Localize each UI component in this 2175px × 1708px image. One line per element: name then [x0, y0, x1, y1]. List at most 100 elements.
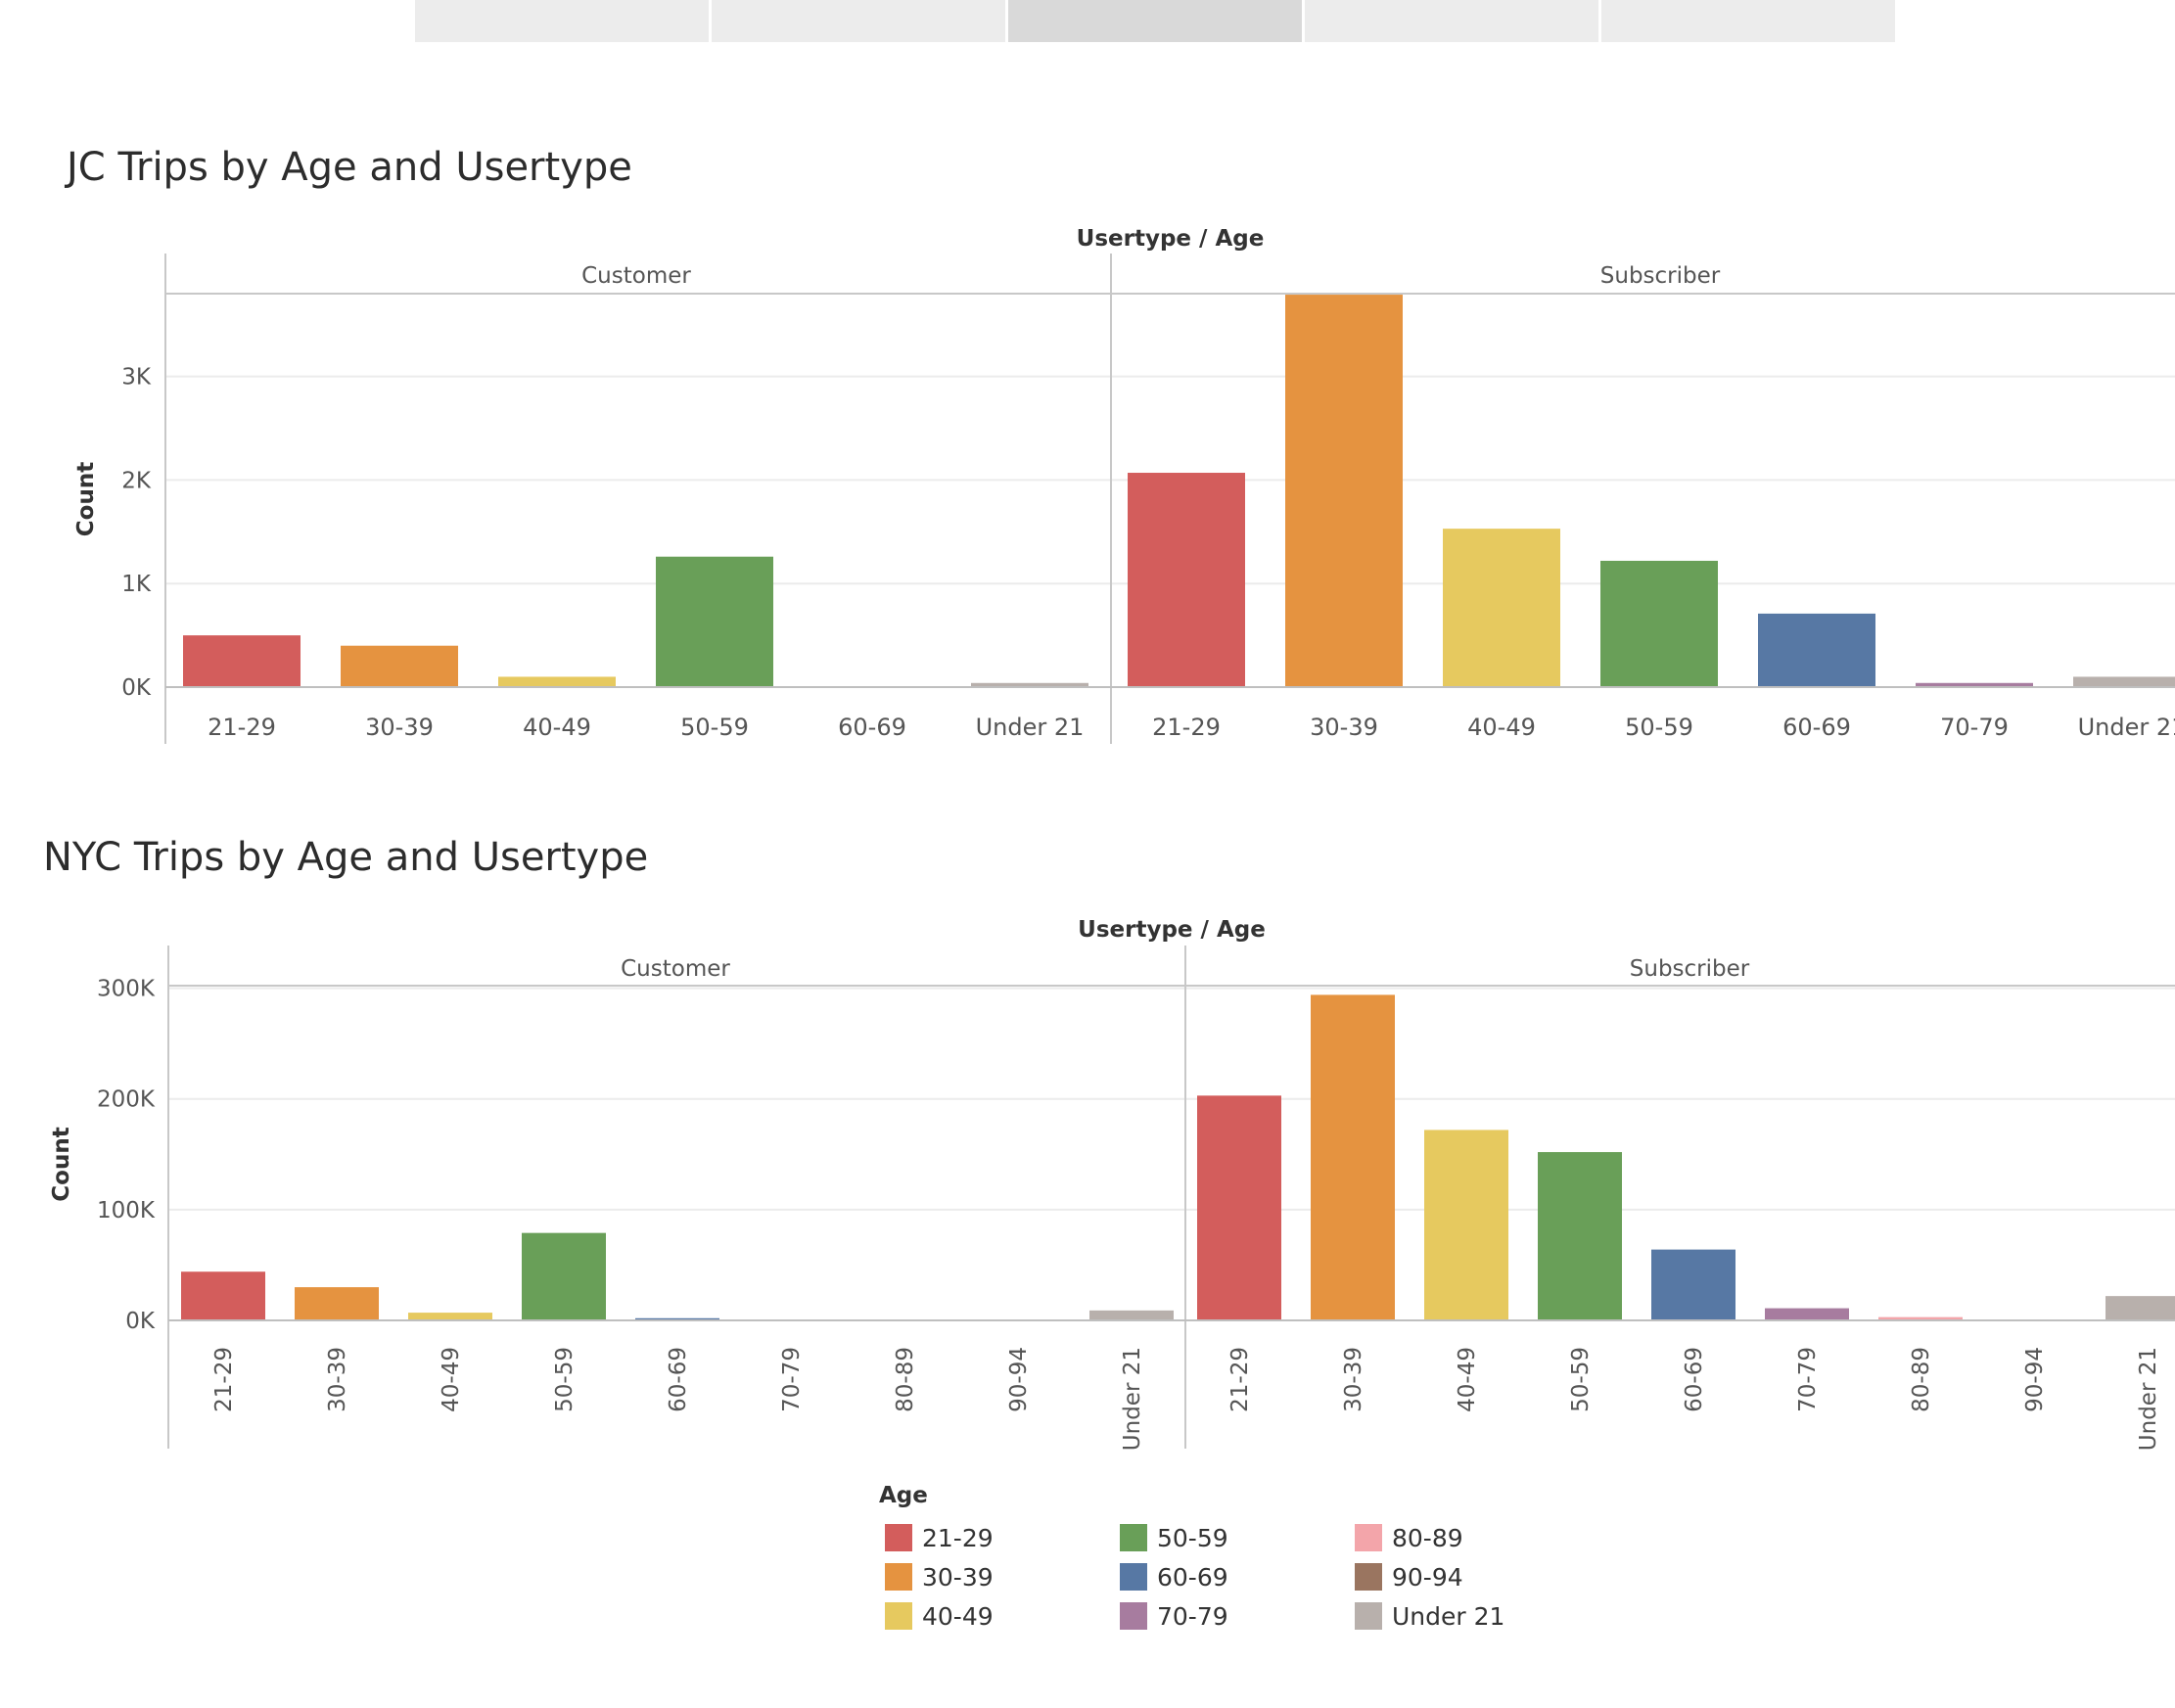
- x-tick-label: 80-89: [1909, 1347, 1934, 1412]
- nyc-trips-chart: Usertype / Age Count 0K 100K 200K 300K Custome…: [49, 917, 2175, 1451]
- bar-subscriber-under-21: [2106, 1296, 2175, 1321]
- legend-item[interactable]: Under 21: [1349, 1596, 1584, 1636]
- nyc-chart-title: NYC Trips by Age and Usertype: [43, 835, 649, 880]
- legend-label: 70-79: [1157, 1601, 1228, 1631]
- legend-swatch: [1355, 1602, 1382, 1630]
- legend-label: Under 21: [1392, 1601, 1505, 1631]
- dashboard-tab-3[interactable]: [1008, 0, 1302, 42]
- legend-item[interactable]: 21-29: [879, 1518, 1114, 1557]
- bar-subscriber-80-89: [1878, 1316, 1963, 1321]
- column-header: Usertype / Age: [1077, 226, 1265, 252]
- legend-label: 30-39: [922, 1562, 994, 1592]
- x-tick-label: Under 21: [976, 714, 1085, 741]
- bar-subscriber-40-49: [1424, 1130, 1508, 1321]
- legend-item[interactable]: 30-39: [879, 1557, 1114, 1596]
- bar-customer-30-39: [341, 645, 458, 688]
- bar-customer-60-69: [635, 1317, 719, 1321]
- bar-subscriber-60-69: [1651, 1249, 1735, 1321]
- y-tick-label: 3K: [121, 365, 152, 391]
- x-tick-label: 30-39: [325, 1347, 350, 1412]
- legend-swatch: [1120, 1524, 1147, 1551]
- bar-subscriber-21-29: [1128, 473, 1245, 688]
- bar-subscriber-30-39: [1285, 295, 1403, 688]
- legend-item[interactable]: 40-49: [879, 1596, 1114, 1636]
- x-tick-label: 60-69: [1682, 1347, 1707, 1412]
- x-tick-label: Under 21: [1120, 1347, 1145, 1451]
- bar-customer-50-59: [522, 1232, 606, 1321]
- bar-customer-21-29: [181, 1271, 265, 1321]
- legend-item[interactable]: 50-59: [1114, 1518, 1349, 1557]
- x-tick-label: 70-79: [1795, 1347, 1821, 1412]
- x-tick-label: 90-94: [2022, 1347, 2048, 1412]
- dashboard-tab-5[interactable]: [1601, 0, 1895, 42]
- x-tick-label: Under 21: [2136, 1347, 2161, 1451]
- dashboard-tab-2[interactable]: [712, 0, 1005, 42]
- legend-item[interactable]: 60-69: [1114, 1557, 1349, 1596]
- legend-label: 50-59: [1157, 1523, 1228, 1552]
- bar-customer-30-39: [295, 1287, 379, 1321]
- bar-subscriber-30-39: [1311, 994, 1395, 1321]
- dashboard-tabs: [415, 0, 1898, 42]
- legend-items: 21-29 30-39 40-49 50-59 60-69 70-79 80-89 90-94…: [879, 1518, 1584, 1636]
- x-tick-label: 70-79: [779, 1347, 805, 1412]
- x-tick-label: 30-39: [1341, 1347, 1366, 1412]
- legend-swatch: [1355, 1524, 1382, 1551]
- pane-header-subscriber: Subscriber: [1600, 263, 1721, 289]
- x-tick-label: 21-29: [211, 1347, 237, 1412]
- x-tick-label: 70-79: [1940, 714, 2009, 741]
- y-tick-label: 0K: [125, 1309, 156, 1334]
- legend-item[interactable]: 90-94: [1349, 1557, 1584, 1596]
- x-tick-label: 60-69: [666, 1347, 691, 1412]
- legend-label: 40-49: [922, 1601, 994, 1631]
- bar-customer-40-49: [408, 1313, 492, 1321]
- x-tick-label: 40-49: [439, 1347, 464, 1412]
- legend-title: Age: [879, 1483, 928, 1508]
- x-tick-label: 50-59: [552, 1347, 578, 1412]
- jc-trips-chart: Usertype / Age Count 0K 1K 2K 3K Customer 21-29…: [73, 226, 2175, 744]
- x-tick-label: 40-49: [1455, 1347, 1480, 1412]
- legend-label: 60-69: [1157, 1562, 1228, 1592]
- bar-customer-21-29: [183, 635, 301, 688]
- legend-swatch: [885, 1602, 912, 1630]
- age-legend: Age 21-29 30-39 40-49 50-59 60-69 70-79 80-89 9…: [879, 1483, 1584, 1636]
- bar-subscriber-70-79: [1916, 682, 2033, 688]
- legend-item[interactable]: 70-79: [1114, 1596, 1349, 1636]
- legend-swatch: [885, 1524, 912, 1551]
- y-tick-label: 300K: [97, 977, 156, 1002]
- dashboard-tab-1[interactable]: [415, 0, 709, 42]
- legend-swatch: [1355, 1563, 1382, 1591]
- bar-customer-50-59: [656, 556, 773, 688]
- legend-label: 90-94: [1392, 1562, 1463, 1592]
- legend-swatch: [1120, 1602, 1147, 1630]
- x-tick-label: 90-94: [1006, 1347, 1032, 1412]
- x-tick-label: 60-69: [838, 714, 906, 741]
- dashboard-tab-4[interactable]: [1305, 0, 1598, 42]
- bar-customer-under-21: [971, 682, 1088, 688]
- pane-header-subscriber: Subscriber: [1630, 956, 1750, 982]
- bar-customer-40-49: [498, 676, 616, 688]
- pane-header-customer: Customer: [621, 956, 730, 982]
- y-axis-title: Count: [49, 1127, 74, 1201]
- x-tick-label: 40-49: [523, 714, 591, 741]
- x-tick-label: 30-39: [365, 714, 434, 741]
- x-tick-label: 50-59: [1568, 1347, 1594, 1412]
- x-tick-label: 40-49: [1467, 714, 1536, 741]
- x-tick-label: 30-39: [1310, 714, 1378, 741]
- bar-subscriber-50-59: [1538, 1152, 1622, 1321]
- legend-label: 80-89: [1392, 1523, 1463, 1552]
- y-tick-label: 200K: [97, 1087, 156, 1113]
- legend-swatch: [1120, 1563, 1147, 1591]
- x-tick-label: 21-29: [208, 714, 276, 741]
- y-tick-label: 1K: [121, 572, 152, 597]
- y-tick-label: 100K: [97, 1198, 156, 1223]
- y-tick-label: 0K: [121, 675, 152, 701]
- bar-subscriber-70-79: [1765, 1308, 1849, 1321]
- x-tick-label: 80-89: [893, 1347, 918, 1412]
- bar-subscriber-40-49: [1443, 529, 1560, 688]
- x-tick-label: 21-29: [1227, 1347, 1253, 1412]
- legend-swatch: [885, 1563, 912, 1591]
- bar-subscriber-under-21: [2073, 676, 2175, 688]
- bar-subscriber-60-69: [1758, 613, 1875, 688]
- legend-item[interactable]: 80-89: [1349, 1518, 1584, 1557]
- pane-header-customer: Customer: [581, 263, 691, 289]
